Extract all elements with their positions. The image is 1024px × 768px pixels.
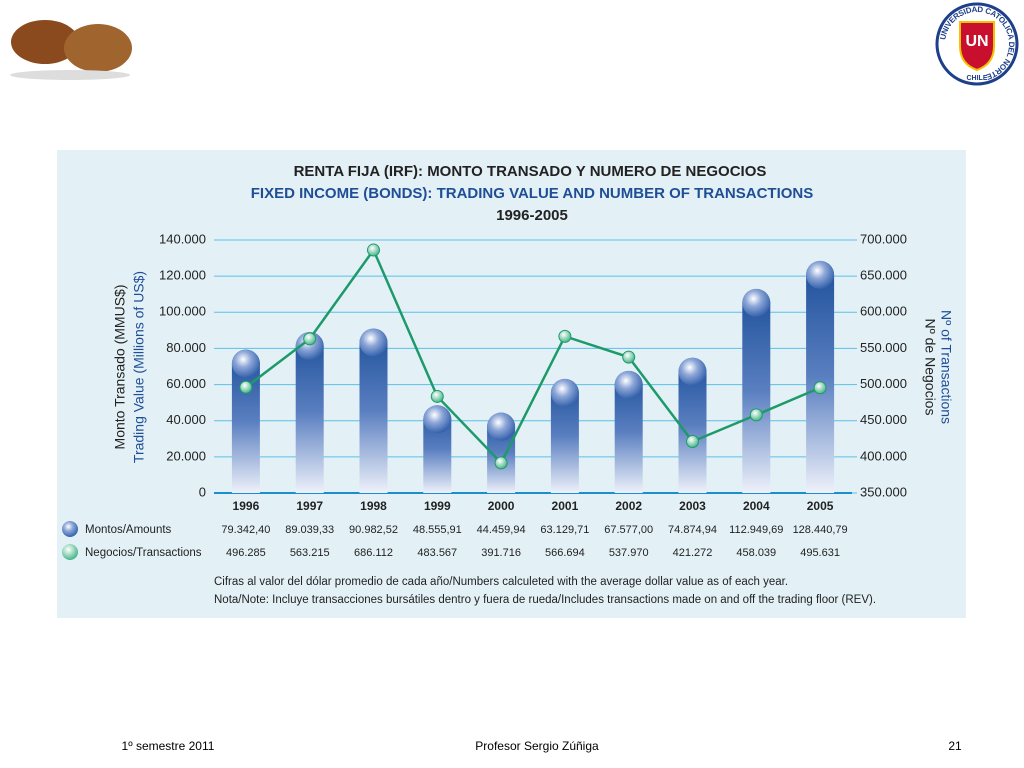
x-tick-label: 1998 bbox=[360, 499, 387, 513]
x-tick-label: 1999 bbox=[424, 499, 451, 513]
bar bbox=[678, 357, 707, 493]
data-label: 496.285 bbox=[226, 547, 266, 559]
chart-subtitle: FIXED INCOME (BONDS): TRADING VALUE AND … bbox=[251, 185, 814, 202]
bar bbox=[614, 370, 643, 493]
y-tick-label: 80.000 bbox=[166, 340, 206, 355]
footer-right: 21 bbox=[948, 739, 962, 753]
y2-tick-label: 600.000 bbox=[860, 304, 907, 319]
x-tick-label: 2000 bbox=[488, 499, 515, 513]
note: Cifras al valor del dólar promedio de ca… bbox=[214, 576, 788, 588]
y2-axis-title: Nº de Negocios bbox=[922, 319, 938, 416]
university-logo: UNIVERSIDAD CATOLICA DEL NORTE UN CHILE bbox=[935, 2, 1019, 86]
data-label: 563.215 bbox=[290, 547, 330, 559]
line-point bbox=[367, 243, 380, 257]
bar-cap bbox=[487, 412, 516, 441]
bar-cap bbox=[742, 288, 771, 317]
y2-tick-label: 700.000 bbox=[860, 231, 907, 246]
bar-cap bbox=[359, 328, 388, 357]
y2-tick-label: 500.000 bbox=[860, 376, 907, 391]
logo-country: CHILE bbox=[967, 75, 988, 82]
bull-bear-image bbox=[10, 20, 132, 80]
y-tick-label: 40.000 bbox=[166, 412, 206, 427]
data-label: 495.631 bbox=[800, 547, 840, 559]
legend-label: Negocios/Transactions bbox=[85, 547, 202, 559]
y2-axis-title-en: Nº of Transactions bbox=[938, 310, 954, 424]
data-label: 458.039 bbox=[736, 547, 776, 559]
bar-cap bbox=[295, 332, 324, 361]
y2-tick-label: 650.000 bbox=[860, 268, 907, 283]
x-tick-label: 2002 bbox=[615, 499, 642, 513]
x-tick-label: 2004 bbox=[743, 499, 770, 513]
bar-cap bbox=[806, 260, 835, 289]
legend-swatch bbox=[62, 544, 78, 560]
logo-letters: UN bbox=[965, 33, 988, 50]
legend-label: Montos/Amounts bbox=[85, 524, 172, 536]
x-tick-label: 1996 bbox=[233, 499, 260, 513]
legend-swatch bbox=[62, 521, 78, 537]
line-point bbox=[813, 381, 827, 395]
y-tick-label: 140.000 bbox=[159, 231, 206, 246]
data-label: 67.577,00 bbox=[604, 524, 653, 536]
bar-cap bbox=[550, 378, 579, 407]
bar bbox=[742, 288, 771, 493]
bar bbox=[550, 378, 579, 493]
y-tick-label: 60.000 bbox=[166, 376, 206, 391]
line-point bbox=[749, 408, 763, 422]
chart-period: 1996-2005 bbox=[496, 207, 568, 224]
y2-tick-label: 550.000 bbox=[860, 340, 907, 355]
data-label: 566.694 bbox=[545, 547, 585, 559]
data-label: 63.129,71 bbox=[540, 524, 589, 536]
line-point bbox=[622, 350, 636, 364]
bar-cap bbox=[231, 349, 260, 378]
data-label: 686.112 bbox=[354, 547, 393, 559]
data-label: 421.272 bbox=[673, 547, 713, 559]
data-label: 44.459,94 bbox=[477, 524, 526, 536]
bar-cap bbox=[678, 357, 707, 386]
y2-tick-label: 450.000 bbox=[860, 412, 907, 427]
data-label: 483.567 bbox=[417, 547, 457, 559]
bar bbox=[231, 349, 260, 493]
data-label: 90.982,52 bbox=[349, 524, 398, 536]
y2-tick-label: 350.000 bbox=[860, 484, 907, 499]
bar bbox=[359, 328, 388, 493]
x-tick-label: 2001 bbox=[552, 499, 579, 513]
bar-cap bbox=[614, 370, 643, 399]
line-point bbox=[494, 456, 508, 470]
y-tick-label: 0 bbox=[199, 484, 206, 499]
x-tick-label: 1997 bbox=[296, 499, 323, 513]
note: Nota/Note: Incluye transacciones bursáti… bbox=[214, 594, 876, 606]
chart-title: RENTA FIJA (IRF): MONTO TRANSADO Y NUMER… bbox=[294, 163, 767, 180]
data-label: 48.555,91 bbox=[413, 524, 462, 536]
data-label: 128.440,79 bbox=[793, 524, 848, 536]
y2-tick-label: 400.000 bbox=[860, 448, 907, 463]
footer-center: Profesor Sergio Zúñiga bbox=[475, 739, 599, 753]
line-point bbox=[430, 389, 444, 403]
data-label: 112.949,69 bbox=[729, 524, 783, 536]
data-label: 79.342,40 bbox=[221, 524, 270, 536]
data-label: 391.716 bbox=[481, 547, 521, 559]
bar bbox=[295, 332, 324, 493]
data-label: 89.039,33 bbox=[285, 524, 334, 536]
plot: 0 20.000 40.000 60.000 80.000 100.000 120.000 1… bbox=[159, 231, 907, 558]
y-axis-title: Monto Transado (MMUS$) bbox=[112, 285, 128, 450]
y-tick-label: 20.000 bbox=[166, 448, 206, 463]
bar-cap bbox=[423, 405, 452, 434]
line-point bbox=[239, 380, 253, 394]
footer-left: 1º semestre 2011 bbox=[122, 739, 215, 753]
line-point bbox=[686, 434, 699, 448]
x-tick-label: 2003 bbox=[679, 499, 706, 513]
line bbox=[245, 247, 821, 465]
y-tick-label: 120.000 bbox=[159, 268, 206, 283]
x-tick-label: 2005 bbox=[807, 499, 834, 513]
line-point bbox=[558, 329, 572, 343]
data-label: 74.874,94 bbox=[668, 524, 717, 536]
y-axis-title-en: Trading Value (Millions of US$) bbox=[131, 271, 147, 463]
line-point bbox=[303, 332, 317, 346]
y-tick-label: 100.000 bbox=[159, 304, 206, 319]
data-label: 537.970 bbox=[609, 547, 649, 559]
bar bbox=[806, 260, 835, 493]
